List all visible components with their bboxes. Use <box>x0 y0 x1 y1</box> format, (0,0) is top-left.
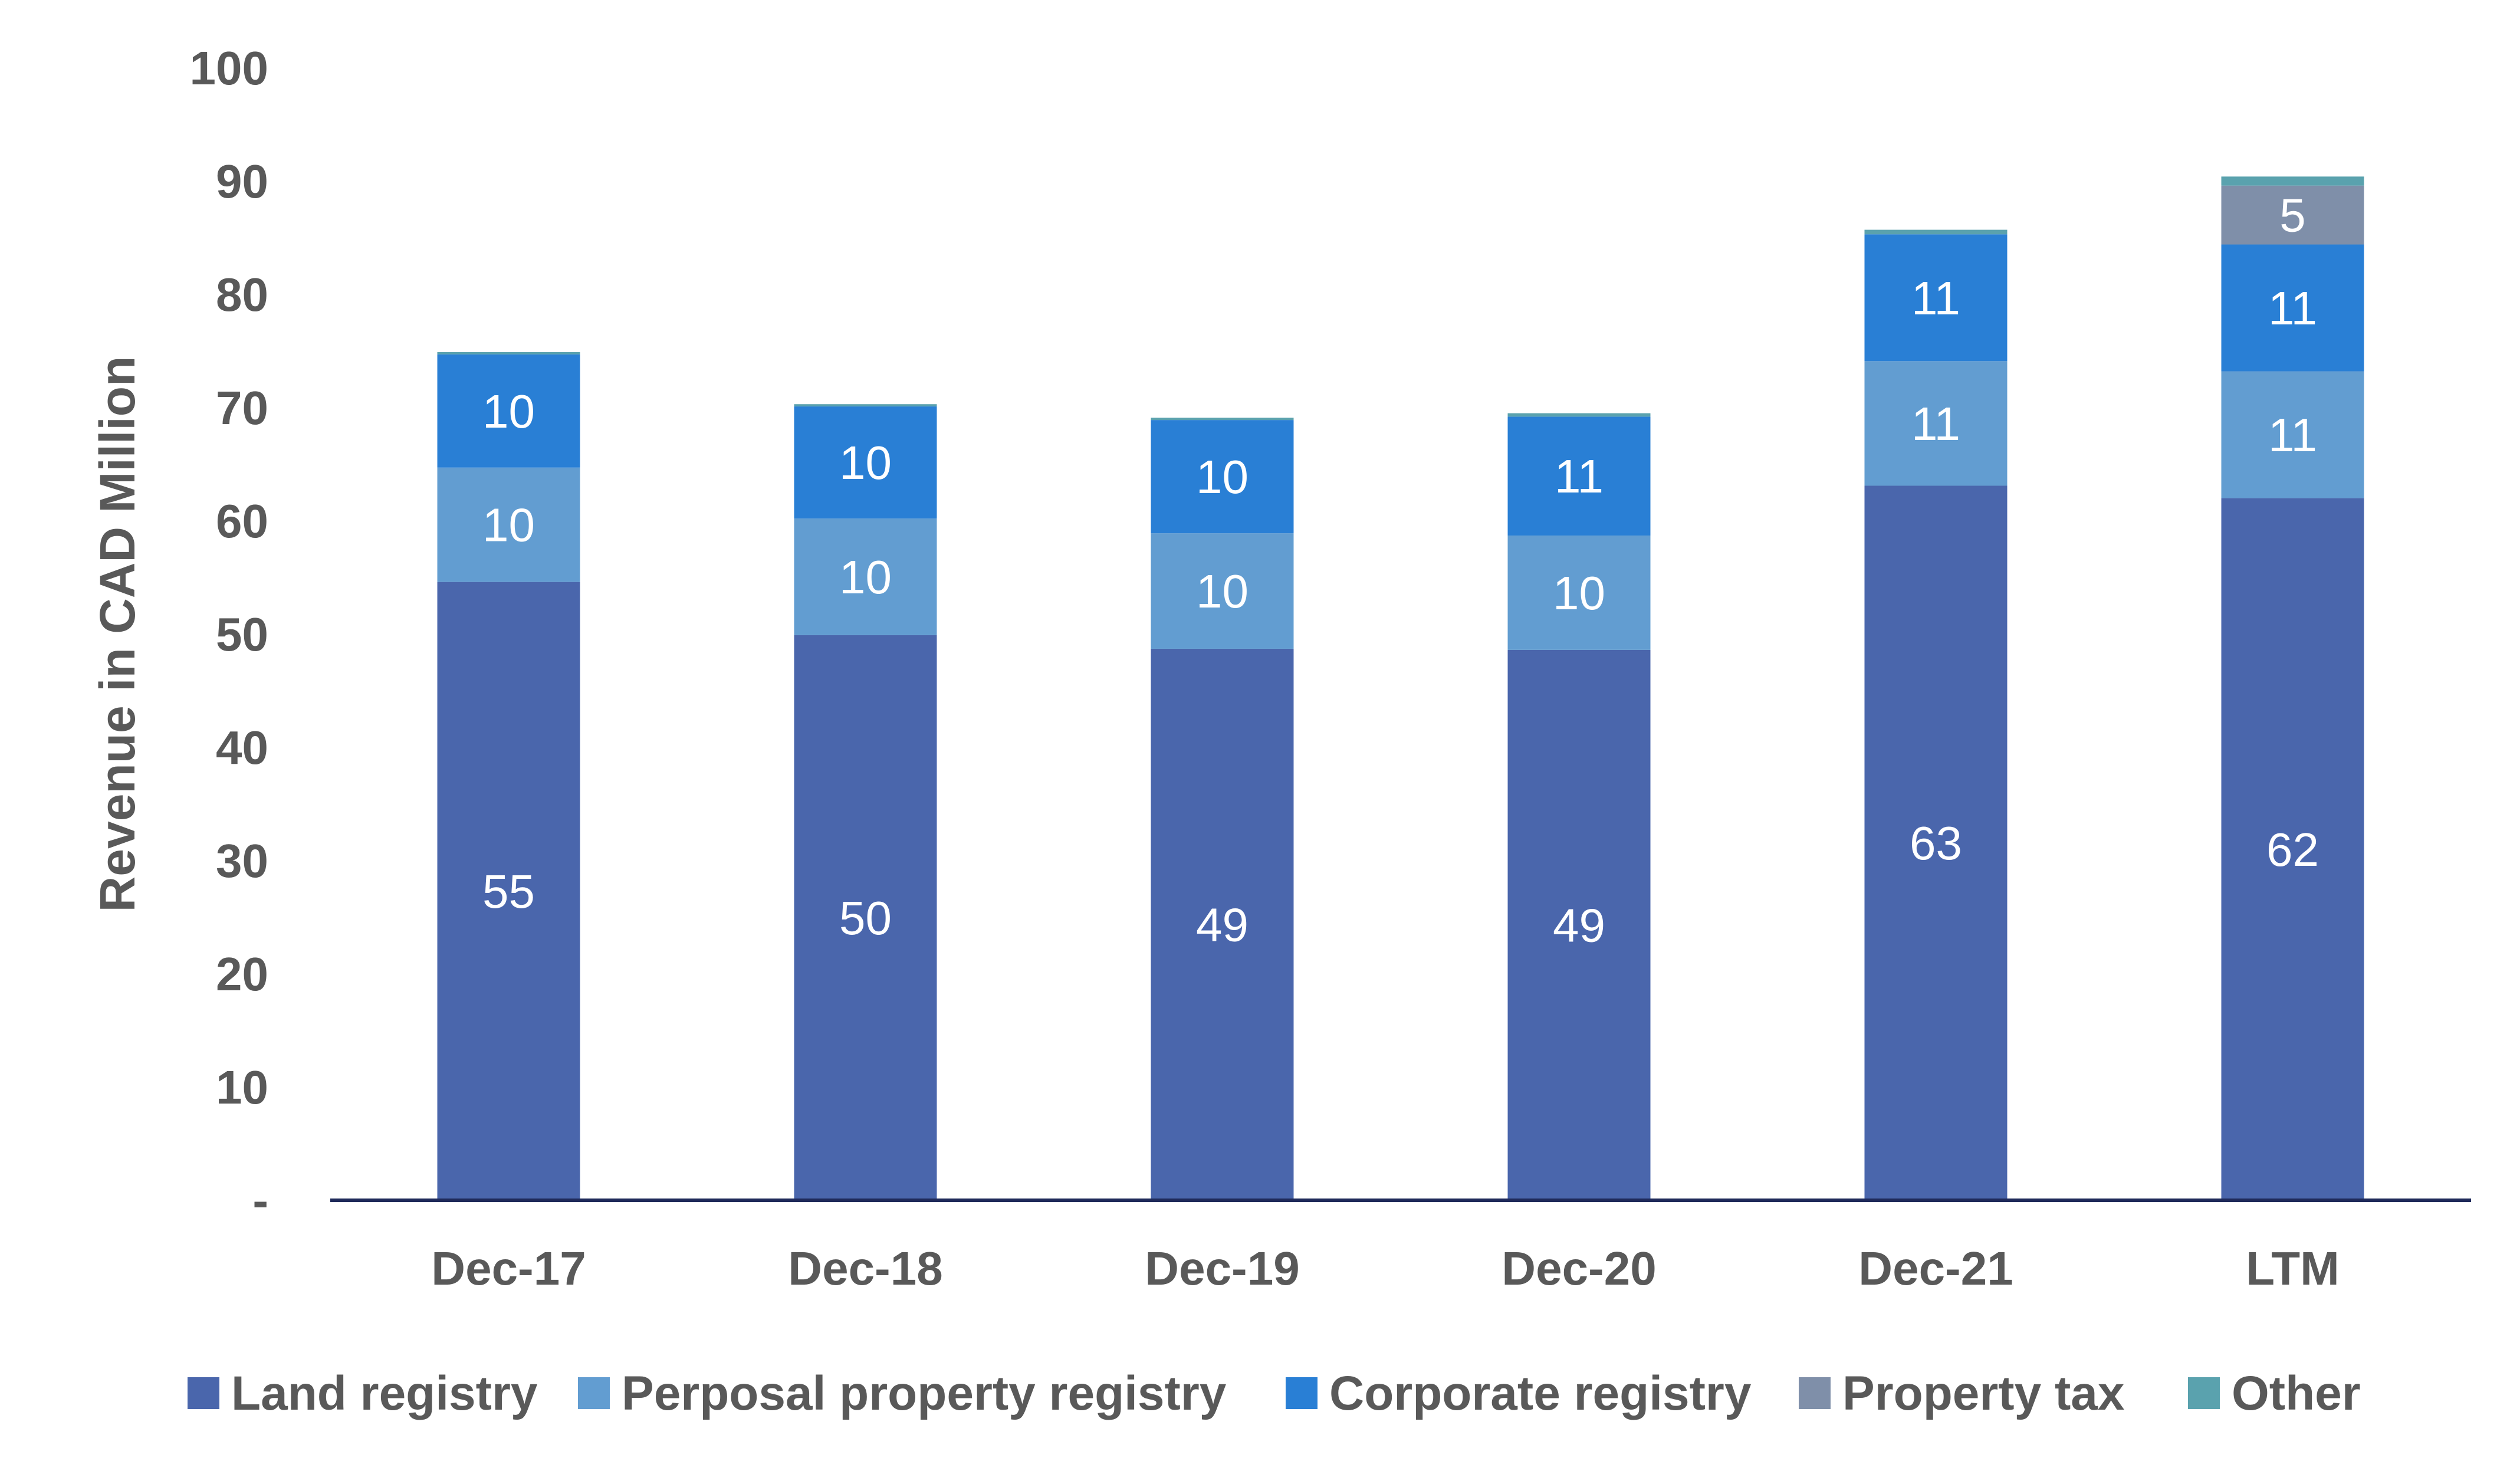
data-label: 11 <box>2268 282 2317 334</box>
x-tick-label: Dec-18 <box>788 1242 942 1295</box>
bar-segment <box>794 518 937 635</box>
x-tick-label: Dec-19 <box>1145 1242 1299 1295</box>
data-label: 10 <box>1196 451 1248 503</box>
bar-segment <box>2221 176 2364 186</box>
bar-segment <box>2221 244 2364 372</box>
bar-segment <box>1507 535 1651 650</box>
legend-label: Other <box>2232 1367 2361 1420</box>
bar-segment <box>437 354 580 468</box>
y-tick-label: - <box>252 1174 268 1227</box>
x-axis-ticks: Dec-17 Dec-18 Dec-19 Dec-20 Dec-21 LTM <box>431 1242 2339 1295</box>
y-tick-label: 80 <box>216 268 268 321</box>
bar-segment <box>1507 413 1651 417</box>
bar-segment <box>794 635 937 1200</box>
y-tick-label: 40 <box>216 721 268 774</box>
bar-segment <box>437 352 580 354</box>
bar-segment <box>1151 648 1294 1200</box>
y-tick-label: 90 <box>216 155 268 208</box>
data-label: 10 <box>839 436 892 489</box>
legend-swatch <box>1799 1377 1831 1409</box>
y-tick-label: 20 <box>216 948 268 1000</box>
data-label: 10 <box>1196 565 1248 618</box>
y-axis-title: Revenue in CAD Million <box>90 356 145 912</box>
bar-segment <box>1151 418 1294 421</box>
data-label: 10 <box>1553 567 1605 619</box>
data-label: 49 <box>1196 898 1248 951</box>
legend-swatch <box>188 1377 219 1409</box>
legend-label: Land registry <box>231 1367 538 1420</box>
x-tick-label: Dec-21 <box>1858 1242 2013 1295</box>
y-axis-title-group: Revenue in CAD Million <box>90 356 145 912</box>
y-tick-label: 100 <box>190 42 268 94</box>
y-tick-label: 70 <box>216 382 268 434</box>
bar-segment <box>2221 185 2364 245</box>
data-label: 63 <box>1910 817 1962 869</box>
legend-label: Corporate registry <box>1329 1367 1752 1420</box>
data-label: 11 <box>1555 450 1604 503</box>
bar-segment <box>794 406 937 519</box>
bar-segment <box>1151 420 1294 534</box>
data-label: 49 <box>1553 899 1605 951</box>
legend: Land registry Perposal property registry C… <box>188 1367 2361 1420</box>
legend-swatch <box>1286 1377 1318 1409</box>
data-label: 5 <box>2279 189 2306 242</box>
data-label: 11 <box>1911 398 1960 450</box>
x-tick-label: Dec-17 <box>431 1242 586 1295</box>
bars: 55 10 10 50 10 10 49 10 10 49 10 11 63 11 11 62 11 11 5 <box>437 176 2364 1201</box>
y-tick-label: 10 <box>216 1061 268 1114</box>
bar-segment <box>2221 498 2364 1200</box>
bar-segment <box>2221 371 2364 498</box>
y-axis-ticks: - 10 20 30 40 50 60 70 80 90 100 <box>190 42 268 1227</box>
legend-swatch <box>2188 1377 2220 1409</box>
data-label: 10 <box>482 385 535 438</box>
bar-segment <box>437 467 580 582</box>
data-label: 50 <box>839 892 892 944</box>
data-label: 10 <box>482 499 535 551</box>
data-label: 62 <box>2266 823 2319 876</box>
data-label: 11 <box>2268 409 2317 461</box>
bar-segment <box>1507 416 1651 536</box>
x-tick-label: Dec-20 <box>1502 1242 1656 1295</box>
y-tick-label: 60 <box>216 495 268 547</box>
x-tick-label: LTM <box>2246 1242 2339 1295</box>
bar-segment <box>794 404 937 407</box>
bar-segment <box>1864 234 2008 362</box>
legend-label: Property tax <box>1842 1367 2125 1420</box>
bar-segment <box>1864 229 2008 235</box>
legend-label: Perposal property registry <box>622 1367 1227 1420</box>
y-tick-label: 50 <box>216 608 268 661</box>
bar-segment <box>1864 361 2008 486</box>
legend-swatch <box>578 1377 610 1409</box>
bar-segment <box>1507 649 1651 1200</box>
data-label: 11 <box>1911 272 1960 324</box>
bar-segment <box>1151 533 1294 649</box>
data-label: 10 <box>839 551 892 603</box>
bar-segment <box>437 582 580 1201</box>
data-label: 55 <box>482 865 535 918</box>
y-tick-label: 30 <box>216 835 268 887</box>
bar-segment <box>1864 485 2008 1200</box>
